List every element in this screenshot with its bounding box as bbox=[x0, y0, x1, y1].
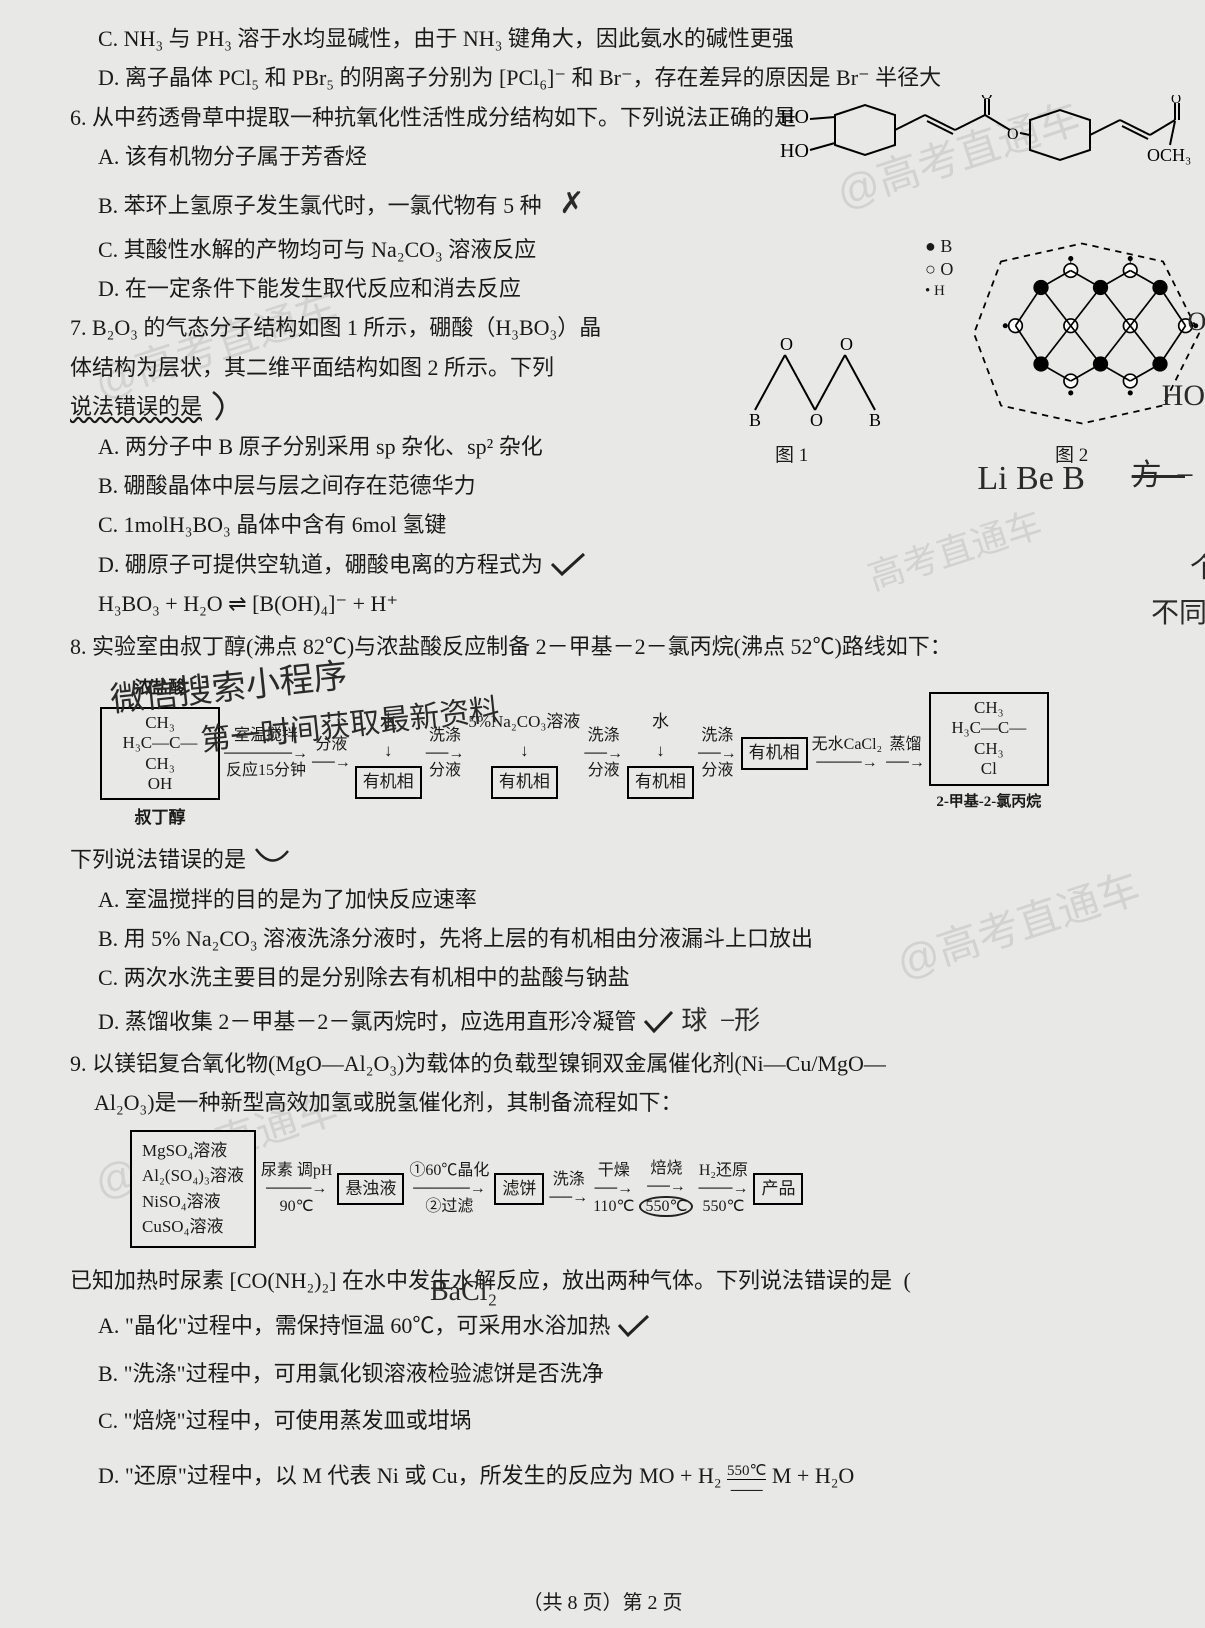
hand-note: 不同溶 bbox=[1151, 590, 1205, 638]
svg-text:O: O bbox=[810, 410, 823, 430]
check-mark-icon bbox=[642, 1009, 676, 1035]
ho-label: HO bbox=[780, 106, 809, 128]
arrow: 洗涤──→分液 bbox=[584, 727, 623, 780]
molecule-svg: HO HO O O O OCH₃ bbox=[775, 95, 1195, 215]
q7-stem-3-text: 说法错误的是 bbox=[70, 394, 202, 419]
svg-text:O: O bbox=[840, 334, 853, 354]
svg-text:B: B bbox=[869, 410, 881, 430]
cross-mark-icon: ✗ bbox=[559, 187, 584, 220]
arrow: 蒸馏──→ bbox=[886, 736, 925, 771]
svg-text:O: O bbox=[780, 334, 793, 354]
svg-text:O: O bbox=[1007, 126, 1019, 143]
arrow: 洗涤──→ bbox=[549, 1171, 588, 1206]
hand-note-hob: HO-B bbox=[1162, 370, 1205, 421]
svg-text:B: B bbox=[749, 410, 761, 430]
arrow: H₂还原───→550℃ bbox=[698, 1162, 748, 1215]
hand-bracket-icon bbox=[208, 390, 248, 424]
arrow: 洗涤──→分液 bbox=[698, 727, 737, 780]
svg-text:O: O bbox=[981, 95, 993, 103]
q8-post: 下列说法错误的是 bbox=[70, 841, 1165, 878]
svg-text:O: O bbox=[1171, 95, 1181, 107]
flow-start-box: MgSO₄溶液 Al₂(SO₄)₃溶液 NiSO₄溶液 CuSO₄溶液 bbox=[130, 1130, 256, 1248]
arrow: 干燥──→110℃ bbox=[593, 1162, 634, 1215]
q9-opt-d: D. "还原"过程中，以 M 代表 Ni 或 Cu，所发生的反应为 MO + H… bbox=[70, 1457, 1165, 1498]
fig1-svg: B B O O O bbox=[725, 300, 905, 440]
legend: ● B ○ O • H bbox=[925, 235, 953, 301]
ho-label: HO bbox=[780, 140, 809, 162]
q6-opt-b-text: B. 苯环上氢原子发生氯代时，一氯代物有 5 种 bbox=[98, 193, 542, 218]
q8-opt-c: C. 两次水洗主要目的是分别除去有机相中的盐酸与钠盐 bbox=[70, 959, 1165, 996]
q7-opt-d: D. 硼原子可提供空轨道，硼酸电离的方程式为 bbox=[70, 546, 1165, 583]
q8-opt-b: B. 用 5% Na₂CO₃ 溶液洗涤分液时，先将上层的有机相由分液漏斗上口放出 bbox=[70, 920, 1165, 957]
flow-input: 水 bbox=[652, 708, 669, 737]
arrow: 焙烧──→550℃ bbox=[639, 1160, 693, 1217]
och3-label: OCH₃ bbox=[1147, 145, 1191, 165]
check-mark-icon bbox=[616, 1313, 652, 1339]
q8-opt-a: A. 室温搅拌的目的是为了加快反应速率 bbox=[70, 881, 1165, 918]
flow-label: 2-甲基-2-氯丙烷 bbox=[936, 790, 1041, 816]
hand-note: BaCl₂ bbox=[430, 1268, 497, 1316]
q8-opt-d: D. 蒸馏收集 2－甲基－2－氯丙烷时，应选用直形冷凝管 球形̶ 形 bbox=[70, 999, 1165, 1043]
hand-note-strike: 方方̶ bbox=[1132, 450, 1185, 501]
arrow: 尿素 调pH────→90℃ bbox=[261, 1162, 333, 1215]
q6-molecule-diagram: HO HO O O O OCH₃ bbox=[775, 95, 1195, 225]
q7-opt-c: C. 1molH₃BO₃ 晶体中含有 6mol 氢键 bbox=[70, 506, 1165, 543]
flow-label: 叔丁醇 bbox=[135, 804, 186, 833]
q9-post: 已知加热时尿素 [CO(NH₂)₂] 在水中发生水解反应，放出两种气体。下列说法… bbox=[70, 1262, 1165, 1299]
flow-box: 有机相 bbox=[355, 766, 422, 798]
q9-opt-a: A. "晶化"过程中，需保持恒温 60℃，可采用水浴加热 bbox=[70, 1307, 1165, 1344]
q9-flowchart: MgSO₄溶液 Al₂(SO₄)₃溶液 NiSO₄溶液 CuSO₄溶液 尿素 调… bbox=[130, 1130, 1165, 1248]
hand-note-oh: OH bbox=[1187, 300, 1205, 344]
arrow: ①60℃晶化─────→②过滤 bbox=[409, 1162, 489, 1215]
q7-figures: ● B ○ O • H B B O O O bbox=[715, 240, 1205, 470]
q9-stem-1: 9. 以镁铝复合氧化物(MgO—Al₂O₃)为载体的负载型镍铜双金属催化剂(Ni… bbox=[70, 1045, 1165, 1082]
page-footer: （共 8 页）第 2 页 bbox=[523, 1586, 683, 1620]
q7-opt-d-eq: H₃BO₃ + H₂O ⇌ [B(OH)₄]⁻ + H⁺ bbox=[70, 585, 1165, 622]
q9-stem-2: Al₂O₃)是一种新型高效加氢或脱氢催化剂，其制备流程如下： bbox=[70, 1084, 1165, 1121]
flow-box: 有机相 bbox=[491, 766, 558, 798]
hand-note: 球形̶ 形 bbox=[681, 1006, 760, 1035]
check-mark-icon bbox=[548, 550, 588, 580]
flow-box: 产品 bbox=[753, 1173, 803, 1205]
q5-opt-c: C. NH₃ 与 PH₃ 溶于水均显碱性，由于 NH₃ 键角大，因此氨水的碱性更… bbox=[70, 20, 1165, 57]
fig1-caption: 图 1 bbox=[775, 440, 808, 472]
flow-end-box: CH₃ H₃C—C—CH₃ Cl bbox=[929, 692, 1049, 786]
flow-box: 悬浊液 bbox=[337, 1173, 404, 1205]
hand-curve-icon bbox=[252, 845, 292, 875]
hand-note-libeb: Li Be B bbox=[977, 450, 1085, 508]
q6-stem-text: 6. 从中药透骨草中提取一种抗氧化性活性成分结构如下。下列说法正确的是 bbox=[70, 105, 796, 130]
q5-opt-d: D. 离子晶体 PCl₅ 和 PBr₅ 的阴离子分别为 [PCl₆]⁻ 和 Br… bbox=[70, 59, 1165, 96]
q9-opt-b: B. "洗涤"过程中，可用氯化钡溶液检验滤饼是否洗净 bbox=[70, 1355, 1165, 1392]
q9-opt-c: C. "焙烧"过程中，可使用蒸发皿或坩埚 bbox=[70, 1402, 1165, 1439]
hand-note: 个. bbox=[1190, 545, 1205, 593]
arrow: 无水CaCl₂────→ bbox=[812, 736, 882, 771]
flow-box: 有机相 bbox=[741, 737, 808, 769]
flow-box: 有机相 bbox=[627, 766, 694, 798]
q7-opt-d-text: D. 硼原子可提供空轨道，硼酸电离的方程式为 bbox=[98, 552, 543, 577]
flow-box: 滤饼 bbox=[494, 1173, 544, 1205]
